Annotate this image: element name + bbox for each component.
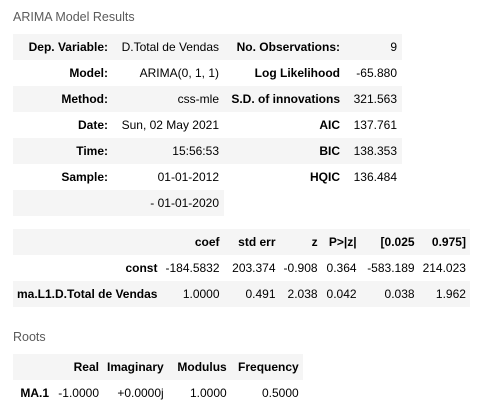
coef-header <box>13 229 162 255</box>
coefficients-table: coef std err z P>|z| [0.025 0.975] const… <box>13 229 470 307</box>
summary-label: No. Observations: <box>224 34 345 60</box>
roots-cell: -1.0000 <box>58 386 99 400</box>
roots-header: Frequency <box>230 354 303 380</box>
summary-value: 01-01-2012 <box>157 170 219 184</box>
roots-header-row: Real Imaginary Modulus Frequency <box>13 354 303 380</box>
roots-header: Real <box>53 354 103 380</box>
summary-label: Sample: <box>61 170 108 184</box>
summary-row: - 01-01-2020 <box>13 190 402 216</box>
coef-header-row: coef std err z P>|z| [0.025 0.975] <box>13 229 470 255</box>
coef-header: [0.025 <box>360 229 419 255</box>
coef-cell: -184.5832 <box>165 261 220 275</box>
roots-cell: 0.5000 <box>262 386 299 400</box>
roots-header: Imaginary <box>103 354 168 380</box>
coef-cell: 203.374 <box>232 261 276 275</box>
summary-row: Sample: 01-01-2012 HQIC 136.484 <box>13 164 402 190</box>
coef-header: coef <box>161 229 224 255</box>
coef-cell: -583.189 <box>367 261 415 275</box>
summary-label: BIC <box>224 138 345 164</box>
summary-row: Date: Sun, 02 May 2021 AIC 137.761 <box>13 112 402 138</box>
summary-value: 137.761 <box>353 118 397 132</box>
summary-value: ARIMA(0, 1, 1) <box>139 66 219 80</box>
summary-value: 136.484 <box>353 170 397 184</box>
summary-label: Dep. Variable: <box>13 34 113 60</box>
roots-header <box>13 354 53 380</box>
summary-value: D.Total de Vendas <box>113 34 224 60</box>
roots-table: Real Imaginary Modulus Frequency MA.1 -1… <box>13 354 303 406</box>
coef-cell: 1.0000 <box>161 281 224 307</box>
summary-label: AIC <box>319 118 340 132</box>
coef-header: z <box>279 229 322 255</box>
summary-value: 321.563 <box>345 86 402 112</box>
model-results-caption: ARIMA Model Results <box>13 10 135 24</box>
coef-header: 0.975] <box>418 229 470 255</box>
summary-label: Model: <box>69 66 108 80</box>
coef-cell: 0.491 <box>223 281 280 307</box>
coef-cell: 0.364 <box>326 261 357 275</box>
coef-cell: -0.908 <box>283 261 318 275</box>
roots-row: MA.1 -1.0000 +0.0000j 1.0000 0.5000 <box>13 380 303 406</box>
coef-header: P>|z| <box>321 229 361 255</box>
summary-value: Sun, 02 May 2021 <box>121 118 219 132</box>
coef-cell: 1.962 <box>418 281 470 307</box>
summary-row: Dep. Variable: D.Total de Vendas No. Obs… <box>13 34 402 60</box>
summary-value <box>345 190 402 216</box>
coef-header: std err <box>223 229 280 255</box>
summary-label <box>13 190 113 216</box>
summary-row: Time: 15:56:53 BIC 138.353 <box>13 138 402 164</box>
summary-label: Date: <box>77 118 108 132</box>
roots-caption: Roots <box>13 330 46 344</box>
summary-label: Method: <box>13 86 113 112</box>
summary-value: - 01-01-2020 <box>113 190 224 216</box>
coef-cell: 214.023 <box>422 261 466 275</box>
summary-label <box>224 190 345 216</box>
coef-row: ma.L1.D.Total de Vendas 1.0000 0.491 2.0… <box>13 281 470 307</box>
roots-cell: +0.0000j <box>117 386 164 400</box>
coef-cell: 0.042 <box>321 281 361 307</box>
summary-value: -65.880 <box>356 66 397 80</box>
roots-row-label: MA.1 <box>20 386 49 400</box>
summary-row: Model: ARIMA(0, 1, 1) Log Likelihood -65… <box>13 60 402 86</box>
summary-label: HQIC <box>310 170 340 184</box>
summary-label: Log Likelihood <box>254 66 340 80</box>
summary-label: Time: <box>13 138 113 164</box>
summary-label: S.D. of innovations <box>224 86 345 112</box>
coef-cell: 2.038 <box>279 281 322 307</box>
coef-row-label: const <box>125 261 158 275</box>
summary-row: Method: css-mle S.D. of innovations 321.… <box>13 86 402 112</box>
coef-row-label: ma.L1.D.Total de Vendas <box>13 281 162 307</box>
coef-cell: 0.038 <box>360 281 419 307</box>
summary-value: css-mle <box>113 86 224 112</box>
summary-value: 15:56:53 <box>113 138 224 164</box>
model-summary-table: Dep. Variable: D.Total de Vendas No. Obs… <box>13 34 402 216</box>
roots-header: Modulus <box>167 354 231 380</box>
summary-value: 9 <box>345 34 402 60</box>
summary-value: 138.353 <box>345 138 402 164</box>
coef-row: const -184.5832 203.374 -0.908 0.364 -58… <box>13 255 470 281</box>
roots-cell: 1.0000 <box>190 386 227 400</box>
